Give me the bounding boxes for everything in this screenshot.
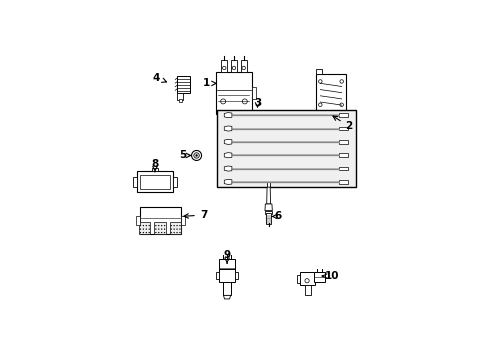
Bar — [234, 272, 237, 279]
Bar — [296, 275, 300, 283]
Circle shape — [305, 279, 308, 283]
Bar — [315, 74, 346, 112]
Circle shape — [339, 80, 343, 83]
Polygon shape — [224, 113, 231, 118]
Circle shape — [339, 103, 343, 107]
Bar — [154, 222, 165, 234]
Bar — [216, 72, 251, 114]
Bar — [313, 272, 325, 282]
Circle shape — [242, 66, 245, 69]
Bar — [217, 110, 355, 187]
Text: 9: 9 — [223, 250, 230, 263]
Polygon shape — [264, 204, 272, 211]
Circle shape — [179, 232, 180, 233]
Bar — [177, 76, 189, 93]
Bar — [300, 272, 314, 285]
Bar — [133, 177, 137, 187]
Circle shape — [140, 225, 141, 226]
Bar — [338, 180, 347, 184]
Circle shape — [155, 232, 156, 233]
Text: 8: 8 — [151, 159, 158, 172]
Bar — [226, 114, 231, 121]
Bar — [169, 222, 181, 234]
Bar — [137, 171, 173, 192]
Circle shape — [140, 232, 141, 233]
Circle shape — [148, 225, 149, 226]
Bar — [221, 60, 227, 72]
Bar — [326, 112, 335, 116]
Polygon shape — [266, 187, 270, 204]
Circle shape — [176, 225, 177, 226]
Text: 5: 5 — [179, 150, 190, 161]
Circle shape — [195, 155, 197, 156]
Bar — [173, 177, 176, 187]
Circle shape — [191, 150, 201, 161]
Bar — [177, 93, 183, 100]
Circle shape — [232, 66, 235, 69]
Bar — [265, 213, 271, 224]
Circle shape — [173, 225, 174, 226]
Bar — [152, 168, 157, 171]
Circle shape — [158, 232, 159, 233]
Circle shape — [242, 99, 247, 104]
Circle shape — [158, 225, 159, 226]
Bar — [139, 222, 150, 234]
Circle shape — [173, 232, 174, 233]
Text: 7: 7 — [183, 210, 207, 220]
Bar — [235, 114, 241, 121]
Bar — [338, 140, 347, 144]
Bar — [338, 127, 347, 130]
Text: 6: 6 — [271, 211, 282, 221]
Text: 2: 2 — [332, 116, 352, 131]
Circle shape — [318, 80, 322, 83]
Circle shape — [220, 99, 225, 104]
Bar — [136, 216, 140, 225]
Bar — [251, 87, 255, 99]
Text: 3: 3 — [253, 98, 261, 108]
Bar — [244, 114, 249, 121]
Circle shape — [222, 66, 225, 69]
Circle shape — [148, 232, 149, 233]
Bar — [315, 69, 321, 74]
Bar — [140, 175, 170, 189]
Circle shape — [161, 225, 162, 226]
Bar — [230, 60, 237, 72]
Bar — [264, 211, 272, 214]
Circle shape — [145, 225, 146, 226]
Circle shape — [155, 225, 156, 226]
Bar — [140, 207, 181, 234]
Bar — [240, 60, 246, 72]
Text: 1: 1 — [202, 78, 216, 89]
Bar — [266, 182, 270, 187]
Polygon shape — [224, 166, 231, 171]
Bar — [219, 269, 234, 282]
Bar — [178, 99, 181, 102]
Bar — [338, 113, 347, 117]
Bar — [223, 282, 230, 295]
Circle shape — [142, 225, 143, 226]
Circle shape — [179, 225, 180, 226]
Bar — [338, 167, 347, 171]
Polygon shape — [224, 126, 231, 131]
Polygon shape — [223, 295, 230, 299]
Bar — [181, 216, 184, 225]
Text: 4: 4 — [152, 73, 166, 83]
Bar — [217, 114, 223, 121]
Polygon shape — [224, 179, 231, 184]
Polygon shape — [224, 153, 231, 158]
Circle shape — [176, 232, 177, 233]
Circle shape — [145, 232, 146, 233]
Circle shape — [193, 153, 199, 158]
Circle shape — [318, 103, 322, 107]
Text: 10: 10 — [322, 271, 339, 281]
Bar — [305, 285, 310, 295]
Polygon shape — [224, 139, 231, 144]
Circle shape — [170, 232, 171, 233]
Circle shape — [142, 232, 143, 233]
Circle shape — [170, 225, 171, 226]
Bar — [219, 259, 234, 270]
Bar — [216, 272, 219, 279]
Circle shape — [161, 232, 162, 233]
Bar — [338, 153, 347, 157]
